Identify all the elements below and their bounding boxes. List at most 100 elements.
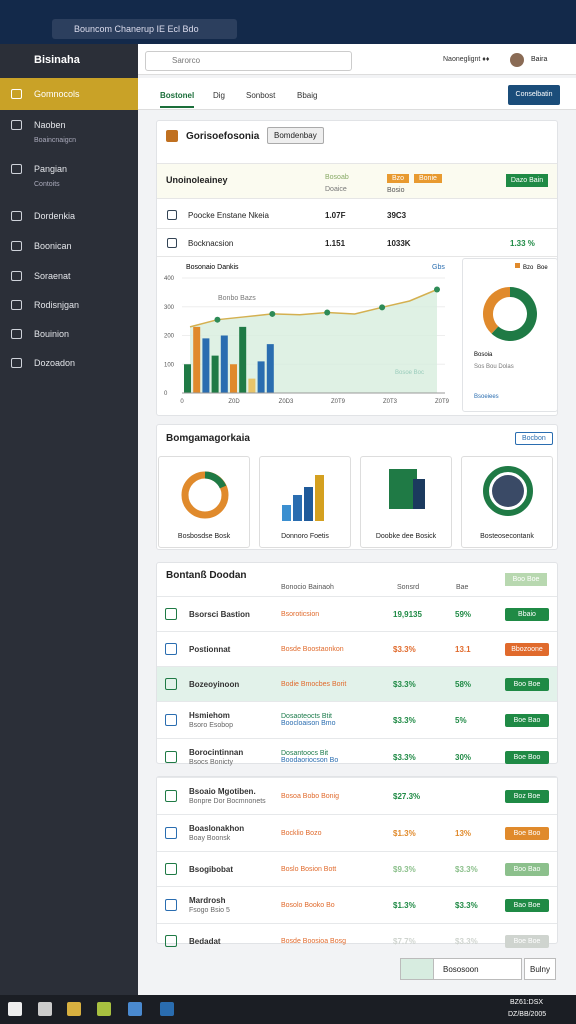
row-pct: 30%: [455, 753, 497, 762]
tab-item[interactable]: Sonbost: [246, 91, 276, 100]
tile-label: Bosbosdse Bosk: [177, 533, 231, 540]
nav-item[interactable]: Naoben: [34, 120, 66, 130]
status-button[interactable]: Bbozoone: [505, 642, 549, 656]
bar: [239, 326, 247, 393]
taskbar-icon[interactable]: [8, 1002, 22, 1016]
nav-icon: [11, 329, 22, 339]
tile[interactable]: Bosbosdse Bosk: [158, 456, 250, 548]
nav-item[interactable]: Rodisnjgan: [34, 300, 80, 310]
nav-item[interactable]: Gomnocols: [34, 89, 80, 99]
line: [189, 288, 438, 328]
row-name: Bedadat: [189, 937, 281, 946]
tile-label: Bosteosecontank: [480, 533, 534, 540]
page-prev[interactable]: [400, 958, 434, 980]
bar: [184, 364, 191, 393]
row-mid: Bodie Bmocbes Borit: [281, 681, 393, 688]
taskbar-icon[interactable]: [38, 1002, 52, 1016]
taskbar-icon[interactable]: [160, 1002, 174, 1016]
search-box[interactable]: [145, 51, 352, 71]
tab-title[interactable]: Bouncom Chanerup IE Ecl Bdo: [74, 24, 199, 34]
name: Borocintinnan: [189, 748, 244, 757]
row-value: $3.3%: [393, 752, 416, 762]
x-tick-label: Z0T9: [331, 399, 346, 405]
tile-icon: [181, 471, 229, 519]
pct: 13%: [455, 828, 472, 838]
status-button[interactable]: Boo Boe: [505, 677, 549, 691]
topbar: [138, 44, 576, 75]
tab-item[interactable]: Bbaig: [297, 91, 318, 100]
row-name: Bsoaio Mgotiben. Bonpre Dor Bocmnonets: [189, 787, 281, 805]
row-label: Poocke Enstane Nkeia: [188, 211, 269, 220]
menu[interactable]: Naoneglignt ♦♦: [443, 56, 490, 63]
status-button[interactable]: Bbaio: [505, 607, 549, 621]
row-mid: Bosolo Booko Bo: [281, 902, 393, 909]
name: Postionnat: [189, 644, 231, 654]
taskbar-icon[interactable]: [97, 1002, 111, 1016]
row-pct: 5%: [455, 716, 497, 725]
tab[interactable]: [52, 19, 237, 39]
status-button[interactable]: Bao Boe: [505, 898, 549, 912]
status-button[interactable]: Boe Boo: [505, 750, 549, 764]
row-pct: 13.1: [455, 645, 497, 654]
status-button[interactable]: Boe Boe: [505, 934, 549, 948]
header-button[interactable]: Dazo Bain: [506, 174, 548, 187]
status-button[interactable]: Boe Bao: [505, 713, 549, 727]
user[interactable]: Baira: [531, 56, 548, 63]
row-name: Borocintinnan Bsocs Bonicty: [189, 748, 281, 766]
mid: Bosde Boosioa Bosg: [281, 937, 346, 945]
tab-item[interactable]: Dig: [213, 91, 226, 100]
pct: 13.1: [455, 644, 471, 654]
mid: Bocklio Bozo: [281, 829, 322, 837]
tab-item[interactable]: Bostonel: [160, 91, 195, 108]
tile[interactable]: Doobke dee Bosick: [360, 456, 452, 548]
row-b: 39C3: [387, 211, 407, 220]
tile-icon: [483, 466, 533, 516]
page-next[interactable]: Bulny: [524, 958, 556, 980]
nav-item[interactable]: Bouinion: [34, 329, 70, 339]
status-button[interactable]: Boe Boo: [505, 826, 549, 840]
header-col-sub: Doaice: [325, 186, 347, 193]
table-row: Mardrosh Fsogo Bsio 5 Bosolo Booko Bo $1.3%…: [157, 886, 557, 923]
x-tick-label: 0: [180, 399, 184, 405]
mid: Bsoroticsion: [281, 610, 320, 618]
y-tick-label: 400: [164, 276, 175, 282]
action-button[interactable]: Conselbatin: [508, 85, 560, 105]
nav-item[interactable]: Dozoadon: [34, 358, 76, 368]
name: Bsoaio Mgotiben.: [189, 787, 256, 796]
summary-title: Gorisoefosonia: [186, 131, 260, 142]
nav-item[interactable]: Pangian: [34, 164, 68, 174]
status-button[interactable]: Boo Bao: [505, 862, 549, 876]
tile[interactable]: Donnoro Foetis: [259, 456, 351, 548]
tag-sub: Bosio: [387, 187, 405, 194]
nav-item[interactable]: Boonican: [34, 241, 72, 251]
row-mid: Dosaoteocts Btit Boocloaison Bmo: [281, 713, 393, 727]
sidebar-selected: [0, 78, 138, 110]
donut-link: Bsoeiees: [474, 394, 499, 400]
nav-item[interactable]: Soraenat: [34, 271, 71, 281]
status-button[interactable]: Boz Boe: [505, 789, 549, 803]
area: [190, 289, 437, 393]
x-tick-label: Z0T9: [435, 399, 450, 405]
row-value: $1.3%: [393, 900, 416, 910]
nav-item[interactable]: Dordenkia: [34, 211, 76, 221]
taskbar-icon[interactable]: [67, 1002, 81, 1016]
legend: Bzo: [523, 265, 534, 271]
line-point: [379, 304, 386, 311]
section-button[interactable]: Bocbon: [515, 432, 553, 445]
tile-icon: [389, 469, 425, 509]
table-card: [156, 562, 558, 764]
date: DZ/BB/2005: [508, 1011, 547, 1018]
row-c: 1.33 %: [510, 239, 535, 248]
sub: Bsocs Bonicty: [189, 759, 233, 766]
tile[interactable]: Bosteosecontank: [461, 456, 553, 548]
y-tick-label: 200: [164, 334, 175, 340]
row-icon: [165, 790, 177, 802]
taskbar-icon[interactable]: [128, 1002, 142, 1016]
summary-badge[interactable]: Bomdenbay: [267, 127, 324, 144]
pct: 58%: [455, 679, 472, 689]
row-pct: 13%: [455, 829, 497, 838]
name: Bsogibobat: [189, 864, 233, 874]
row-icon: [165, 678, 177, 690]
name: Mardrosh: [189, 896, 226, 905]
tile-label: Doobke dee Bosick: [375, 533, 437, 540]
